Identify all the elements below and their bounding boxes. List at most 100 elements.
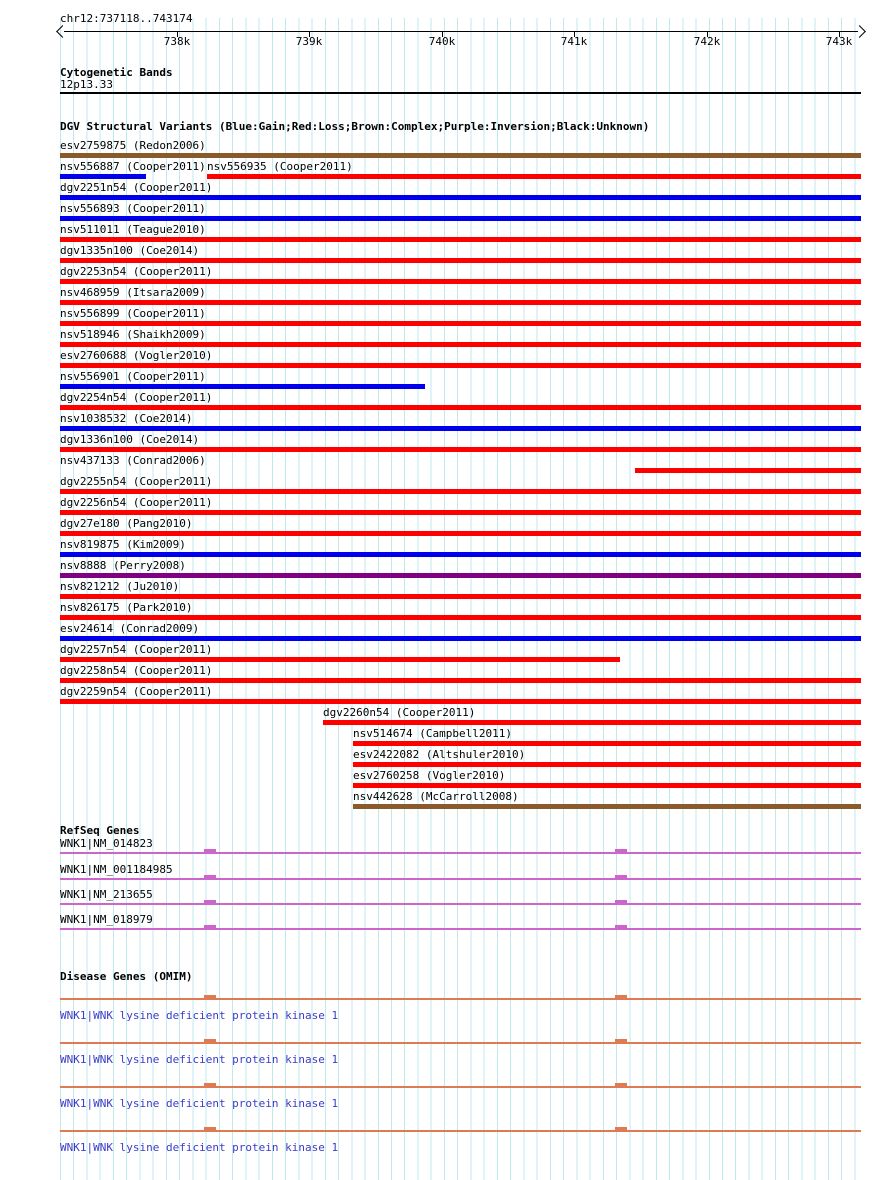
variant-bar[interactable] bbox=[60, 405, 861, 410]
variant-label[interactable]: dgv2256n54 (Cooper2011) bbox=[60, 496, 213, 509]
variant-bar[interactable] bbox=[60, 258, 861, 263]
cytoband-bar[interactable] bbox=[60, 92, 861, 94]
variant-label[interactable]: nsv556901 (Cooper2011) bbox=[60, 370, 206, 383]
region-label: chr12:737118..743174 bbox=[60, 12, 193, 25]
omim-gene-label[interactable]: WNK1|WNK lysine deficient protein kinase… bbox=[60, 1141, 339, 1154]
gene-label[interactable]: WNK1|NM_001184985 bbox=[60, 863, 173, 876]
gene-label[interactable]: WNK1|NM_018979 bbox=[60, 913, 153, 926]
omim-gene-line[interactable] bbox=[60, 1042, 861, 1044]
variant-label[interactable]: nsv556887 (Cooper2011) bbox=[60, 160, 206, 173]
variant-bar[interactable] bbox=[60, 657, 620, 662]
variant-bar[interactable] bbox=[60, 426, 861, 431]
variant-bar[interactable] bbox=[60, 699, 861, 704]
variant-label[interactable]: nsv518946 (Shaikh2009) bbox=[60, 328, 206, 341]
variant-label[interactable]: nsv8888 (Perry2008) bbox=[60, 559, 186, 572]
variant-bar[interactable] bbox=[60, 489, 861, 494]
ruler-tick-label: 741k bbox=[560, 35, 588, 48]
variant-label[interactable]: dgv2260n54 (Cooper2011) bbox=[323, 706, 476, 719]
variant-bar[interactable] bbox=[60, 636, 861, 641]
variant-bar[interactable] bbox=[60, 216, 861, 221]
variant-label[interactable]: nsv1038532 (Coe2014) bbox=[60, 412, 193, 425]
omim-gene-label[interactable]: WNK1|WNK lysine deficient protein kinase… bbox=[60, 1009, 339, 1022]
variant-label[interactable]: nsv514674 (Campbell2011) bbox=[353, 727, 512, 740]
variant-bar[interactable] bbox=[60, 174, 146, 179]
exon-tick bbox=[204, 849, 216, 852]
variant-bar[interactable] bbox=[60, 678, 861, 683]
variant-bar[interactable] bbox=[60, 195, 861, 200]
variant-label[interactable]: esv2759875 (Redon2006) bbox=[60, 139, 206, 152]
variant-bar[interactable] bbox=[60, 447, 861, 452]
variant-label[interactable]: nsv511011 (Teague2010) bbox=[60, 223, 206, 236]
omim-gene-line[interactable] bbox=[60, 1130, 861, 1132]
variant-label[interactable]: esv24614 (Conrad2009) bbox=[60, 622, 200, 635]
exon-tick bbox=[615, 875, 627, 878]
exon-tick bbox=[615, 925, 627, 928]
variant-label[interactable]: nsv556893 (Cooper2011) bbox=[60, 202, 206, 215]
variant-label[interactable]: dgv1336n100 (Coe2014) bbox=[60, 433, 200, 446]
variant-bar[interactable] bbox=[60, 321, 861, 326]
variant-bar[interactable] bbox=[353, 783, 861, 788]
variant-label[interactable]: esv2760258 (Vogler2010) bbox=[353, 769, 506, 782]
gene-line[interactable] bbox=[60, 878, 861, 880]
exon-tick bbox=[615, 849, 627, 852]
variant-label[interactable]: dgv2251n54 (Cooper2011) bbox=[60, 181, 213, 194]
variant-label[interactable]: dgv1335n100 (Coe2014) bbox=[60, 244, 200, 257]
ruler-tick-label: 740k bbox=[428, 35, 456, 48]
variant-bar[interactable] bbox=[60, 363, 861, 368]
variant-label[interactable]: nsv442628 (McCarroll2008) bbox=[353, 790, 519, 803]
ruler-tick bbox=[442, 31, 443, 37]
variant-bar[interactable] bbox=[353, 762, 861, 767]
omim-gene-label[interactable]: WNK1|WNK lysine deficient protein kinase… bbox=[60, 1097, 339, 1110]
variant-label[interactable]: nsv437133 (Conrad2006) bbox=[60, 454, 206, 467]
variant-bar[interactable] bbox=[60, 615, 861, 620]
variant-label[interactable]: nsv819875 (Kim2009) bbox=[60, 538, 186, 551]
variant-label[interactable]: dgv2255n54 (Cooper2011) bbox=[60, 475, 213, 488]
variant-label[interactable]: nsv556899 (Cooper2011) bbox=[60, 307, 206, 320]
gene-line[interactable] bbox=[60, 903, 861, 905]
variant-label[interactable]: esv2422082 (Altshuler2010) bbox=[353, 748, 526, 761]
variant-bar[interactable] bbox=[323, 720, 861, 725]
variant-label[interactable]: nsv556935 (Cooper2011) bbox=[207, 160, 353, 173]
variant-bar[interactable] bbox=[60, 237, 861, 242]
variant-bar[interactable] bbox=[60, 384, 425, 389]
gene-line[interactable] bbox=[60, 852, 861, 854]
omim-track-title: Disease Genes (OMIM) bbox=[60, 970, 193, 983]
variant-label[interactable]: dgv2259n54 (Cooper2011) bbox=[60, 685, 213, 698]
omim-gene-label[interactable]: WNK1|WNK lysine deficient protein kinase… bbox=[60, 1053, 339, 1066]
variant-bar[interactable] bbox=[60, 279, 861, 284]
variant-label[interactable]: dgv2253n54 (Cooper2011) bbox=[60, 265, 213, 278]
variant-bar[interactable] bbox=[60, 510, 861, 515]
refseq-track-title: RefSeq Genes bbox=[60, 824, 140, 837]
variant-bar[interactable] bbox=[60, 594, 861, 599]
ruler-line bbox=[64, 31, 858, 32]
variant-label[interactable]: dgv27e180 (Pang2010) bbox=[60, 517, 193, 530]
ruler-tick bbox=[574, 31, 575, 37]
variant-bar[interactable] bbox=[60, 342, 861, 347]
variant-label[interactable]: nsv821212 (Ju2010) bbox=[60, 580, 180, 593]
variant-label[interactable]: dgv2257n54 (Cooper2011) bbox=[60, 643, 213, 656]
variant-bar[interactable] bbox=[60, 552, 861, 557]
gene-line[interactable] bbox=[60, 928, 861, 930]
variant-label[interactable]: dgv2258n54 (Cooper2011) bbox=[60, 664, 213, 677]
omim-gene-line[interactable] bbox=[60, 1086, 861, 1088]
variant-bar[interactable] bbox=[353, 741, 861, 746]
gene-label[interactable]: WNK1|NM_014823 bbox=[60, 837, 153, 850]
omim-gene-line[interactable] bbox=[60, 998, 861, 1000]
variant-label[interactable]: nsv468959 (Itsara2009) bbox=[60, 286, 206, 299]
dgv-track-title: DGV Structural Variants (Blue:Gain;Red:L… bbox=[60, 120, 650, 133]
variant-bar[interactable] bbox=[207, 174, 861, 179]
ruler-tick-label: 739k bbox=[295, 35, 323, 48]
gene-label[interactable]: WNK1|NM_213655 bbox=[60, 888, 153, 901]
variant-label[interactable]: esv2760688 (Vogler2010) bbox=[60, 349, 213, 362]
variant-bar[interactable] bbox=[60, 153, 861, 158]
variant-label[interactable]: dgv2254n54 (Cooper2011) bbox=[60, 391, 213, 404]
variant-bar[interactable] bbox=[353, 804, 861, 809]
ruler-tick bbox=[839, 31, 840, 37]
variant-bar[interactable] bbox=[60, 300, 861, 305]
variant-label[interactable]: nsv826175 (Park2010) bbox=[60, 601, 193, 614]
variant-bar[interactable] bbox=[60, 573, 861, 578]
ruler-tick bbox=[177, 31, 178, 37]
variant-bar[interactable] bbox=[60, 531, 861, 536]
variant-bar[interactable] bbox=[635, 468, 861, 473]
